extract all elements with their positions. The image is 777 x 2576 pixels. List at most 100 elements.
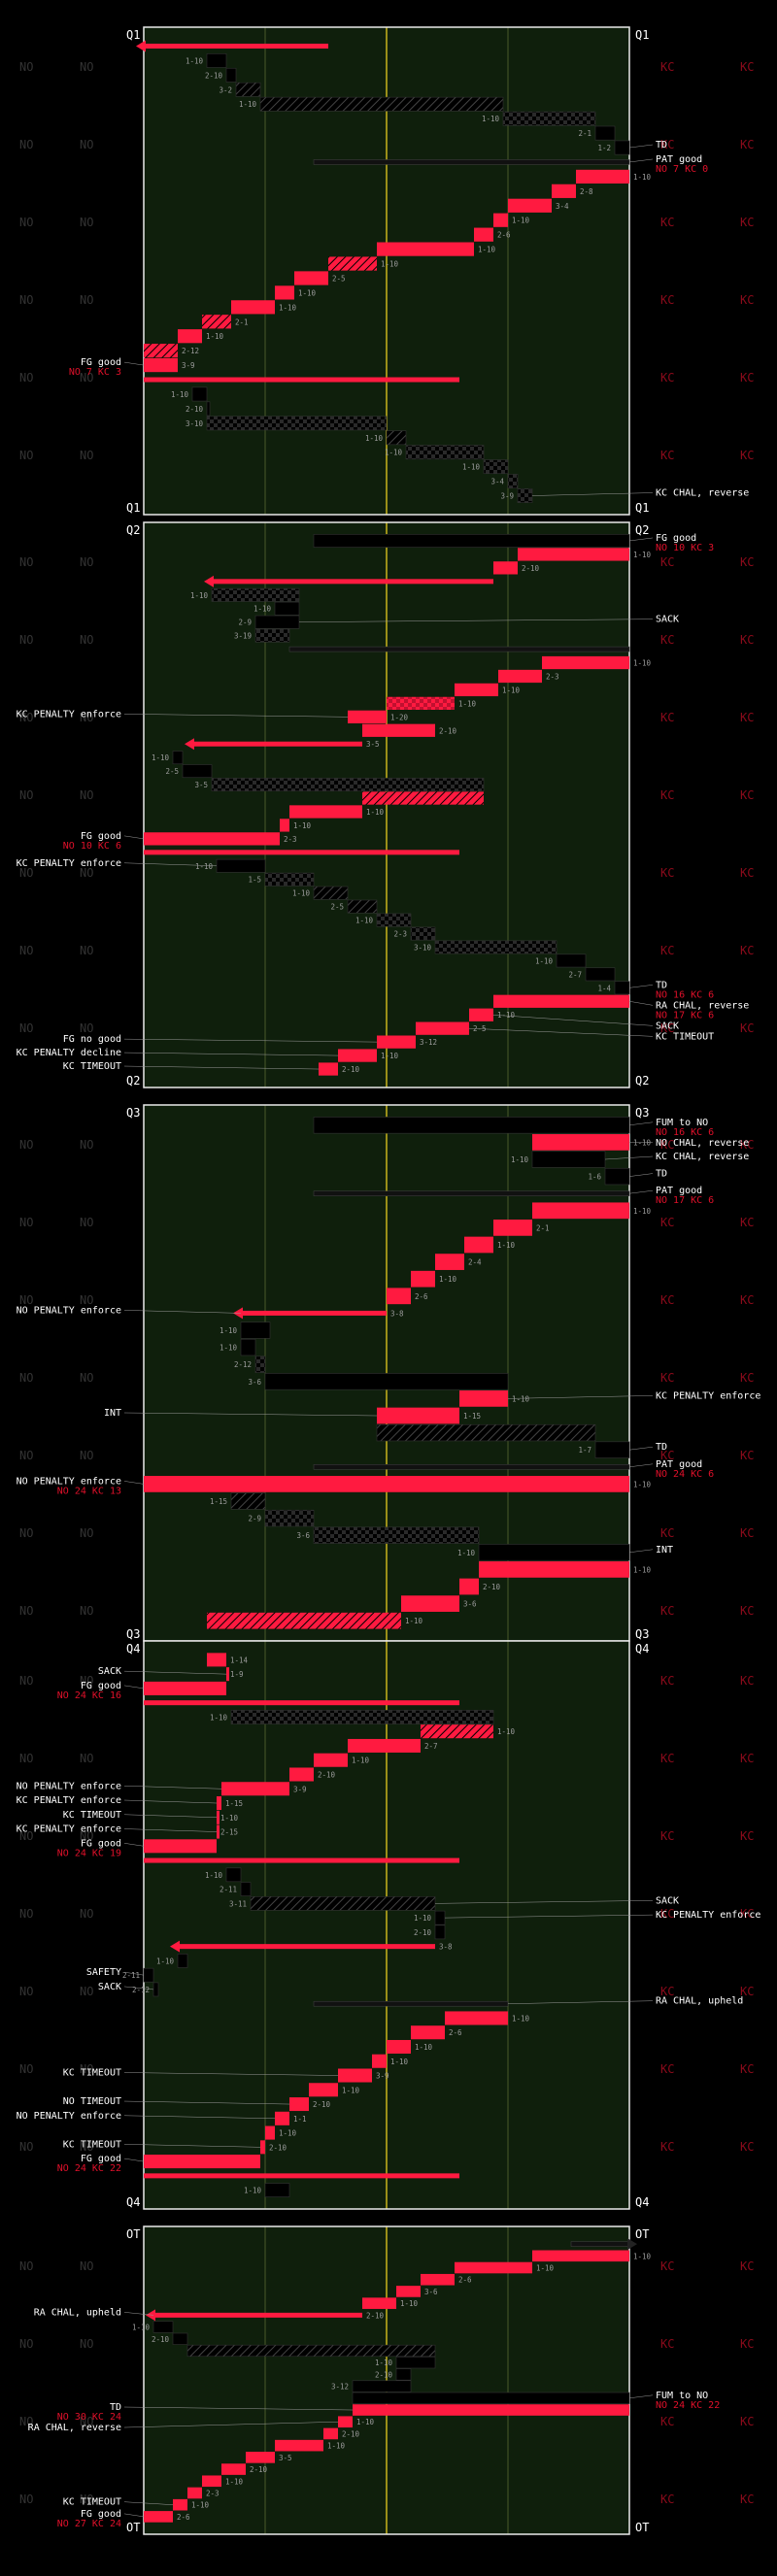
down-label: 1-7 bbox=[578, 1446, 591, 1455]
play-bar bbox=[614, 981, 630, 995]
down-label: 2-12 bbox=[132, 1986, 150, 1994]
quarter-label: Q3 bbox=[126, 1106, 140, 1120]
field-border bbox=[143, 26, 630, 516]
score-label: NO 24 KC 16 bbox=[57, 1690, 121, 1701]
play-note: KC PENALTY enforce bbox=[17, 858, 121, 869]
play-note: KC TIMEOUT bbox=[63, 1061, 121, 1072]
endzone-team-right: KC bbox=[740, 60, 754, 74]
down-label: 1-10 bbox=[497, 1241, 516, 1250]
arrow-head-left bbox=[185, 738, 194, 751]
down-label: 1-10 bbox=[415, 2043, 433, 2052]
play-bar bbox=[314, 1753, 348, 1767]
note-leader bbox=[434, 1900, 654, 1904]
endzone-team-left: NO bbox=[80, 788, 93, 802]
score-label: NO 24 KC 19 bbox=[57, 1848, 121, 1858]
play-bar bbox=[348, 1738, 421, 1753]
down-label: 1-6 bbox=[588, 1173, 601, 1182]
down-label: 1-10 bbox=[156, 1957, 175, 1965]
play-note: SACK bbox=[98, 1982, 121, 1992]
endzone-team-right: KC bbox=[660, 2259, 674, 2273]
down-label: 1-10 bbox=[439, 1275, 457, 1284]
quarter-label: Q2 bbox=[126, 523, 140, 537]
play-note: KC PENALTY enforce bbox=[17, 1795, 121, 1806]
play-note: KC TIMEOUT bbox=[63, 2497, 121, 2508]
down-label: 2-12 bbox=[234, 1360, 252, 1369]
note-leader bbox=[123, 2158, 145, 2162]
endzone-team-left: NO bbox=[80, 2337, 93, 2351]
play-bar bbox=[217, 1796, 221, 1811]
play-bar bbox=[289, 805, 362, 819]
play-bar bbox=[143, 1967, 154, 1983]
down-label: 1-10 bbox=[239, 100, 257, 109]
play-bar bbox=[348, 710, 387, 723]
play-bar bbox=[532, 2250, 629, 2262]
note-leader bbox=[123, 835, 145, 840]
endzone-team-right: KC bbox=[660, 1293, 674, 1307]
endzone-team-left: NO bbox=[19, 1371, 33, 1385]
down-label: 1-10 bbox=[400, 2299, 419, 2308]
down-label: 3-8 bbox=[390, 1309, 404, 1318]
down-label: 1-10 bbox=[220, 1344, 238, 1353]
endzone-team-right: KC bbox=[740, 2415, 754, 2428]
down-label: 1-10 bbox=[512, 217, 530, 225]
play-bar bbox=[396, 2286, 421, 2297]
note-leader bbox=[123, 1814, 218, 1819]
down-label: 2-8 bbox=[580, 187, 593, 196]
down-label: 2-3 bbox=[546, 672, 559, 681]
endzone-team-left: NO bbox=[80, 1604, 93, 1618]
quarter-label: OT bbox=[126, 2227, 140, 2241]
play-bar bbox=[264, 1373, 509, 1390]
play-bar bbox=[259, 96, 504, 112]
play-note: PAT good bbox=[656, 154, 702, 165]
kick-mark bbox=[313, 2000, 509, 2007]
quarter-label: Q1 bbox=[635, 28, 649, 42]
down-label: 2-7 bbox=[424, 1742, 438, 1751]
play-note: KC TIMEOUT bbox=[63, 1810, 121, 1821]
play-bar bbox=[604, 1167, 630, 1186]
play-bar bbox=[280, 819, 289, 832]
play-bar bbox=[182, 764, 213, 779]
down-label: 1-10 bbox=[279, 2129, 297, 2138]
down-label: 1-10 bbox=[279, 303, 297, 312]
play-bar bbox=[246, 2452, 275, 2463]
note-leader bbox=[123, 2100, 290, 2105]
play-bar bbox=[416, 1021, 469, 1035]
down-label: 1-10 bbox=[171, 390, 189, 399]
down-label: 3-6 bbox=[296, 1531, 310, 1540]
play-bar bbox=[531, 1151, 606, 1168]
play-note: SACK bbox=[656, 1895, 679, 1906]
down-label: 1-10 bbox=[502, 686, 521, 694]
note-leader bbox=[628, 1121, 654, 1126]
down-label: 1-10 bbox=[292, 889, 311, 898]
endzone-team-right: KC bbox=[740, 1138, 754, 1152]
endzone-team-left: NO bbox=[80, 555, 93, 569]
endzone-team-left: NO bbox=[19, 2337, 33, 2351]
down-label: 1-10 bbox=[381, 1052, 399, 1060]
play-bar bbox=[532, 1202, 629, 1220]
endzone-team-right: KC bbox=[660, 1829, 674, 1843]
play-bar bbox=[144, 344, 178, 358]
play-bar bbox=[386, 430, 407, 446]
down-label: 1-10 bbox=[414, 1914, 432, 1923]
play-bar bbox=[493, 561, 518, 575]
endzone-team-left: NO bbox=[80, 1752, 93, 1765]
down-label: 3-9 bbox=[293, 1785, 307, 1793]
play-bar bbox=[264, 872, 315, 887]
play-bar bbox=[144, 1476, 629, 1492]
down-label: 1-10 bbox=[462, 463, 481, 472]
down-label: 3-10 bbox=[414, 943, 432, 952]
note-leader bbox=[123, 2501, 174, 2505]
endzone-team-right: KC bbox=[740, 944, 754, 957]
play-bar bbox=[144, 2511, 173, 2523]
down-label: 2-10 bbox=[375, 2370, 393, 2379]
play-bar bbox=[434, 1924, 446, 1940]
arrow-head-left bbox=[170, 1940, 180, 1953]
note-leader bbox=[123, 1038, 378, 1043]
down-label: 3-10 bbox=[186, 419, 204, 428]
play-bar bbox=[401, 1595, 459, 1612]
endzone-team-right: KC bbox=[740, 371, 754, 385]
play-bar bbox=[594, 125, 616, 141]
endzone-team-right: KC bbox=[660, 788, 674, 802]
play-bar bbox=[319, 1062, 338, 1076]
play-bar bbox=[542, 655, 629, 670]
